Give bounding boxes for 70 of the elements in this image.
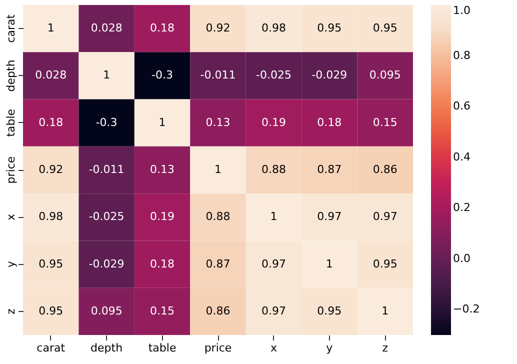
color-bar-label: 0.6 [453, 100, 470, 113]
color-bar-label: 0.2 [453, 201, 470, 214]
data-label: 0.095 [369, 68, 401, 82]
x-tick-label: table [148, 342, 176, 354]
data-label: 0.86 [206, 304, 230, 318]
data-label: 0.13 [206, 116, 230, 129]
data-label: 0.15 [372, 116, 398, 129]
color-bar-label: 1.0 [453, 4, 470, 17]
data-label: 0.095 [90, 304, 122, 318]
data-label: 0.028 [35, 68, 67, 82]
data-label: 0.98 [38, 210, 64, 224]
x-tick-label: price [204, 342, 232, 354]
data-label: 0.86 [372, 163, 398, 176]
x-tick-label: y [326, 342, 334, 354]
color-bar-label: −0.2 [453, 302, 480, 316]
y-tick-label: depth [4, 60, 18, 92]
x-tick-label: depth [90, 342, 123, 354]
color-bar-label: 0.4 [453, 150, 470, 164]
data-label: 0.95 [38, 304, 64, 318]
data-label: 0.97 [261, 304, 286, 318]
data-label: 1 [47, 22, 54, 35]
data-label: 0.97 [261, 257, 286, 270]
data-label: -0.3 [152, 68, 174, 82]
data-label: 0.19 [150, 210, 175, 224]
x-tick-label: z [382, 342, 388, 354]
data-label: 0.18 [150, 22, 175, 35]
data-label: 0.95 [38, 257, 64, 270]
data-label: 0.19 [261, 116, 286, 129]
data-label: 1 [270, 210, 278, 224]
data-label: -0.025 [256, 68, 292, 82]
data-label: -0.3 [96, 116, 118, 129]
color-bar-label: 0.0 [453, 252, 470, 265]
data-label: 0.028 [90, 22, 122, 35]
data-label: 0.92 [38, 163, 64, 176]
data-label: -0.011 [200, 68, 236, 82]
x-tick-label: x [270, 342, 278, 354]
data-label: -0.029 [88, 257, 124, 270]
data-label: 0.88 [261, 163, 286, 176]
y-tick-label: price [4, 156, 18, 184]
y-tick-label: z [4, 308, 18, 314]
data-label: 1 [214, 163, 222, 176]
color-bar-label: 0.8 [453, 48, 470, 62]
data-label: 0.92 [206, 22, 230, 35]
data-label: 0.95 [372, 22, 398, 35]
y-tick-label: table [4, 108, 18, 137]
y-tick-label: y [4, 260, 18, 268]
data-label: 1 [326, 257, 333, 270]
data-label: 0.18 [38, 116, 64, 129]
y-tick-label: carat [4, 14, 18, 43]
data-label: 1 [382, 304, 389, 318]
data-label: 0.95 [317, 22, 342, 35]
data-label: -0.025 [88, 210, 124, 224]
data-label: 0.95 [317, 304, 342, 318]
data-label: 0.98 [261, 22, 286, 35]
data-label: 0.18 [150, 257, 175, 270]
data-label: 0.13 [150, 163, 175, 176]
data-label: 1 [103, 68, 110, 82]
x-tick-label: carat [36, 342, 66, 354]
data-label: 0.97 [317, 210, 342, 224]
data-label: -0.011 [88, 163, 124, 176]
data-label: 0.87 [317, 163, 342, 176]
y-tick-label: x [4, 213, 18, 220]
data-label: 1 [158, 116, 166, 129]
data-label: 0.88 [206, 210, 230, 224]
data-label: 0.18 [317, 116, 342, 129]
data-label: 0.87 [206, 257, 230, 270]
data-label: -0.029 [312, 68, 348, 82]
data-label: 0.15 [150, 304, 175, 318]
data-label: 0.95 [372, 257, 398, 270]
data-label: 0.97 [372, 210, 398, 224]
